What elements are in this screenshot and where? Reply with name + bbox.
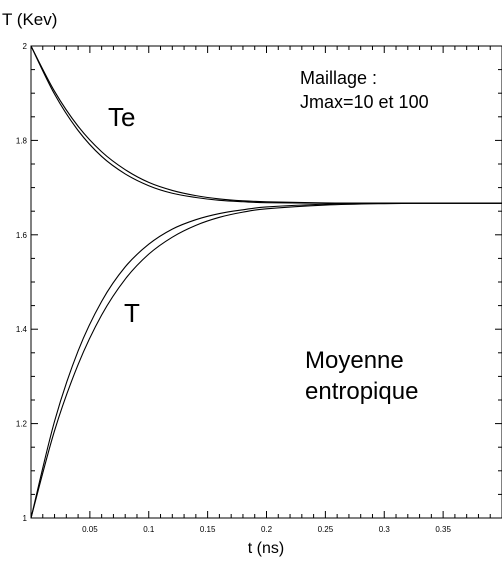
annotation-te: Te bbox=[108, 102, 136, 132]
y-tick-label: 2 bbox=[23, 42, 28, 51]
x-tick-label: 0.15 bbox=[200, 525, 216, 534]
annotation-maillage: Maillage : Jmax=10 et 100 bbox=[300, 66, 429, 114]
y-tick-label: 1.4 bbox=[16, 325, 28, 334]
plot-frame bbox=[30, 45, 502, 519]
series-line-4 bbox=[30, 202, 502, 519]
annotation-moyenne: Moyenne entropique bbox=[305, 345, 418, 407]
x-tick-label: 0.1 bbox=[143, 525, 155, 534]
x-tick-label: 0.05 bbox=[82, 525, 98, 534]
annotation-t: T bbox=[124, 298, 140, 328]
x-axis-label: t (ns) bbox=[247, 540, 285, 557]
ticks-layer: 0.05 0.1 0.15 0.2 0.25 0.3 0.35 1 1.2 1.4 1.6 1.8 2 bbox=[16, 42, 502, 534]
y-tick-label: 1.8 bbox=[16, 136, 28, 145]
y-tick-label: 1.6 bbox=[16, 231, 28, 240]
x-tick-label: 0.25 bbox=[318, 525, 334, 534]
x-tick-label: 0.35 bbox=[435, 525, 451, 534]
annotation-moyenne-line2: entropique bbox=[305, 378, 419, 405]
y-tick-label: 1.2 bbox=[16, 420, 28, 429]
x-tick-label: 0.3 bbox=[379, 525, 391, 534]
y-tick-label: 1 bbox=[23, 514, 28, 523]
annotation-maillage-line2: Jmax=10 et 100 bbox=[300, 92, 429, 112]
series-line-3 bbox=[30, 202, 502, 519]
series-line-2 bbox=[30, 45, 502, 204]
series-line-1 bbox=[30, 45, 502, 204]
y-axis-label: T (Kev) bbox=[2, 10, 58, 29]
annotation-maillage-line1: Maillage : bbox=[300, 68, 378, 88]
annotation-moyenne-line1: Moyenne bbox=[305, 347, 404, 374]
x-tick-label: 0.2 bbox=[261, 525, 273, 534]
series-layer bbox=[30, 45, 502, 519]
